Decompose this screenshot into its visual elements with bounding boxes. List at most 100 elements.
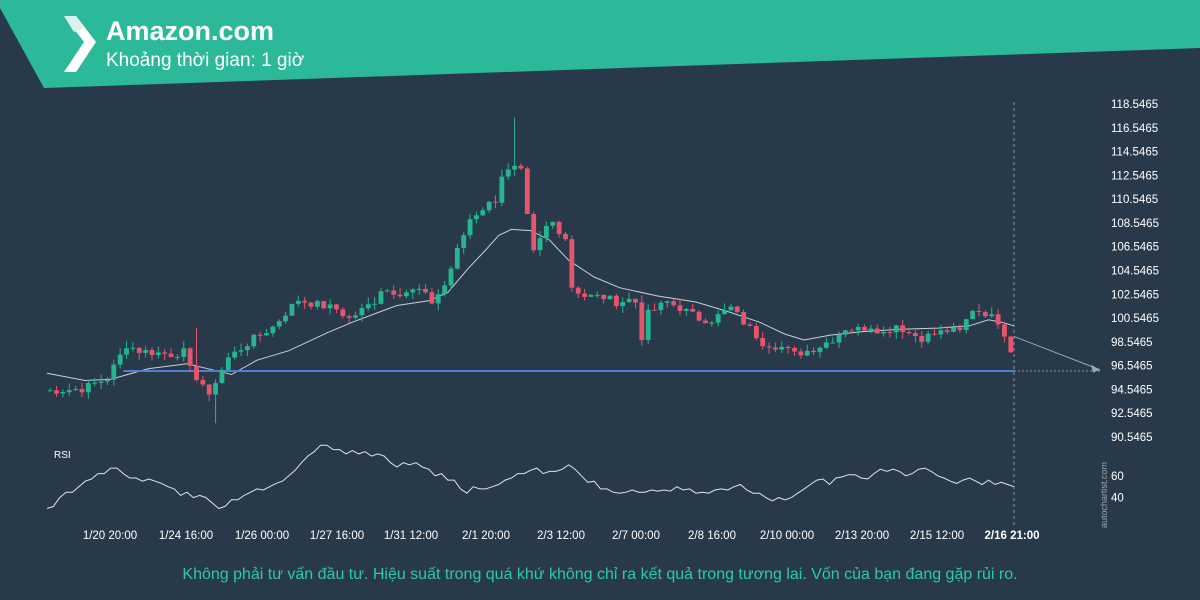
candlestick [792,346,797,356]
candlestick [575,286,581,298]
candle-body [105,379,110,382]
candle-body [760,338,766,347]
candlestick [868,325,874,334]
price-tick-label: 92.5465 [1111,408,1153,420]
candlestick [944,326,950,335]
candlestick [289,303,295,316]
candlestick [92,377,98,387]
candle-body [703,320,708,324]
candlestick [893,324,899,340]
candlestick [187,347,193,371]
candle-body [270,326,276,334]
candlestick [658,300,664,315]
candlestick [302,296,308,310]
candle-body [162,352,168,354]
candlestick [391,285,397,299]
candlestick [416,284,422,295]
candlestick [722,303,727,315]
candlestick [683,308,689,316]
candlestick [645,304,651,344]
candle-body [849,330,855,332]
candle-body [995,314,1001,325]
time-tick-label: 2/1 20:00 [462,530,510,542]
chart-title: Amazon.com [106,16,275,46]
candlestick [244,343,250,357]
candlestick [283,311,288,324]
candle-body [690,309,696,312]
candlestick [175,354,180,361]
time-tick-label: 1/20 20:00 [83,530,137,542]
candle-body [213,383,218,395]
chart-timeframe: Khoảng thời gian: 1 giờ [106,50,305,71]
candlestick [124,341,129,360]
candlestick [117,348,123,369]
candle-body [963,319,969,330]
candlestick [773,342,778,353]
candlestick [881,326,886,337]
candle-body [811,350,817,353]
candle-body [893,325,899,333]
time-tick-label: 2/3 12:00 [537,530,585,542]
candlestick [836,331,842,348]
candlestick [734,305,740,313]
candle-body [925,333,931,342]
candle-body [842,330,848,335]
candlestick [715,310,721,327]
candlestick [454,244,460,270]
candle-body [887,331,893,333]
candle-body [467,219,473,236]
candlestick [474,211,479,224]
candle-body [715,314,721,323]
candlestick [181,341,187,362]
candlestick [613,293,619,310]
candlestick [365,297,371,311]
candle-body [251,334,257,347]
candlestick [149,347,155,361]
candlestick [435,289,441,311]
price-tick-label: 116.5465 [1111,123,1158,135]
candlestick [671,298,677,308]
candle-body [302,300,308,303]
candle-body [175,356,180,358]
candle-body [79,389,85,393]
candlestick [912,330,918,343]
candlestick [499,170,505,206]
candle-body [512,165,518,170]
candle-body [524,168,530,214]
candlestick [219,367,225,385]
candle-body [244,346,250,351]
candlestick [779,341,785,353]
candlestick [874,324,880,334]
candlestick [461,232,467,254]
candlestick [938,324,944,339]
candle-body [47,390,53,392]
candlestick [753,323,759,341]
candle-body [550,221,556,226]
projection-line [1013,336,1101,371]
candle-body [168,353,174,357]
candle-body [862,326,867,331]
candlestick [652,303,657,311]
candlestick [353,311,358,320]
candlestick [105,376,110,386]
candle-body [951,327,956,332]
candlestick [703,318,708,324]
candle-body [461,235,467,248]
candle-body [206,384,212,395]
candle-body [620,302,626,307]
candlestick [849,328,855,332]
candlestick [518,163,524,171]
candle-body [391,290,397,295]
candlestick [976,304,982,317]
candle-body [575,287,581,294]
candle-body [111,364,117,380]
candlestick [1008,335,1014,354]
candle-body [626,298,632,302]
price-chart: 118.5465 116.5465 114.5465 112.5465 110.5465… [46,99,1159,542]
candle-body [486,201,492,211]
candle-body [652,309,657,311]
candlestick [594,291,600,299]
candle-body [932,333,937,335]
candlestick [213,379,218,424]
candlestick [168,348,174,358]
